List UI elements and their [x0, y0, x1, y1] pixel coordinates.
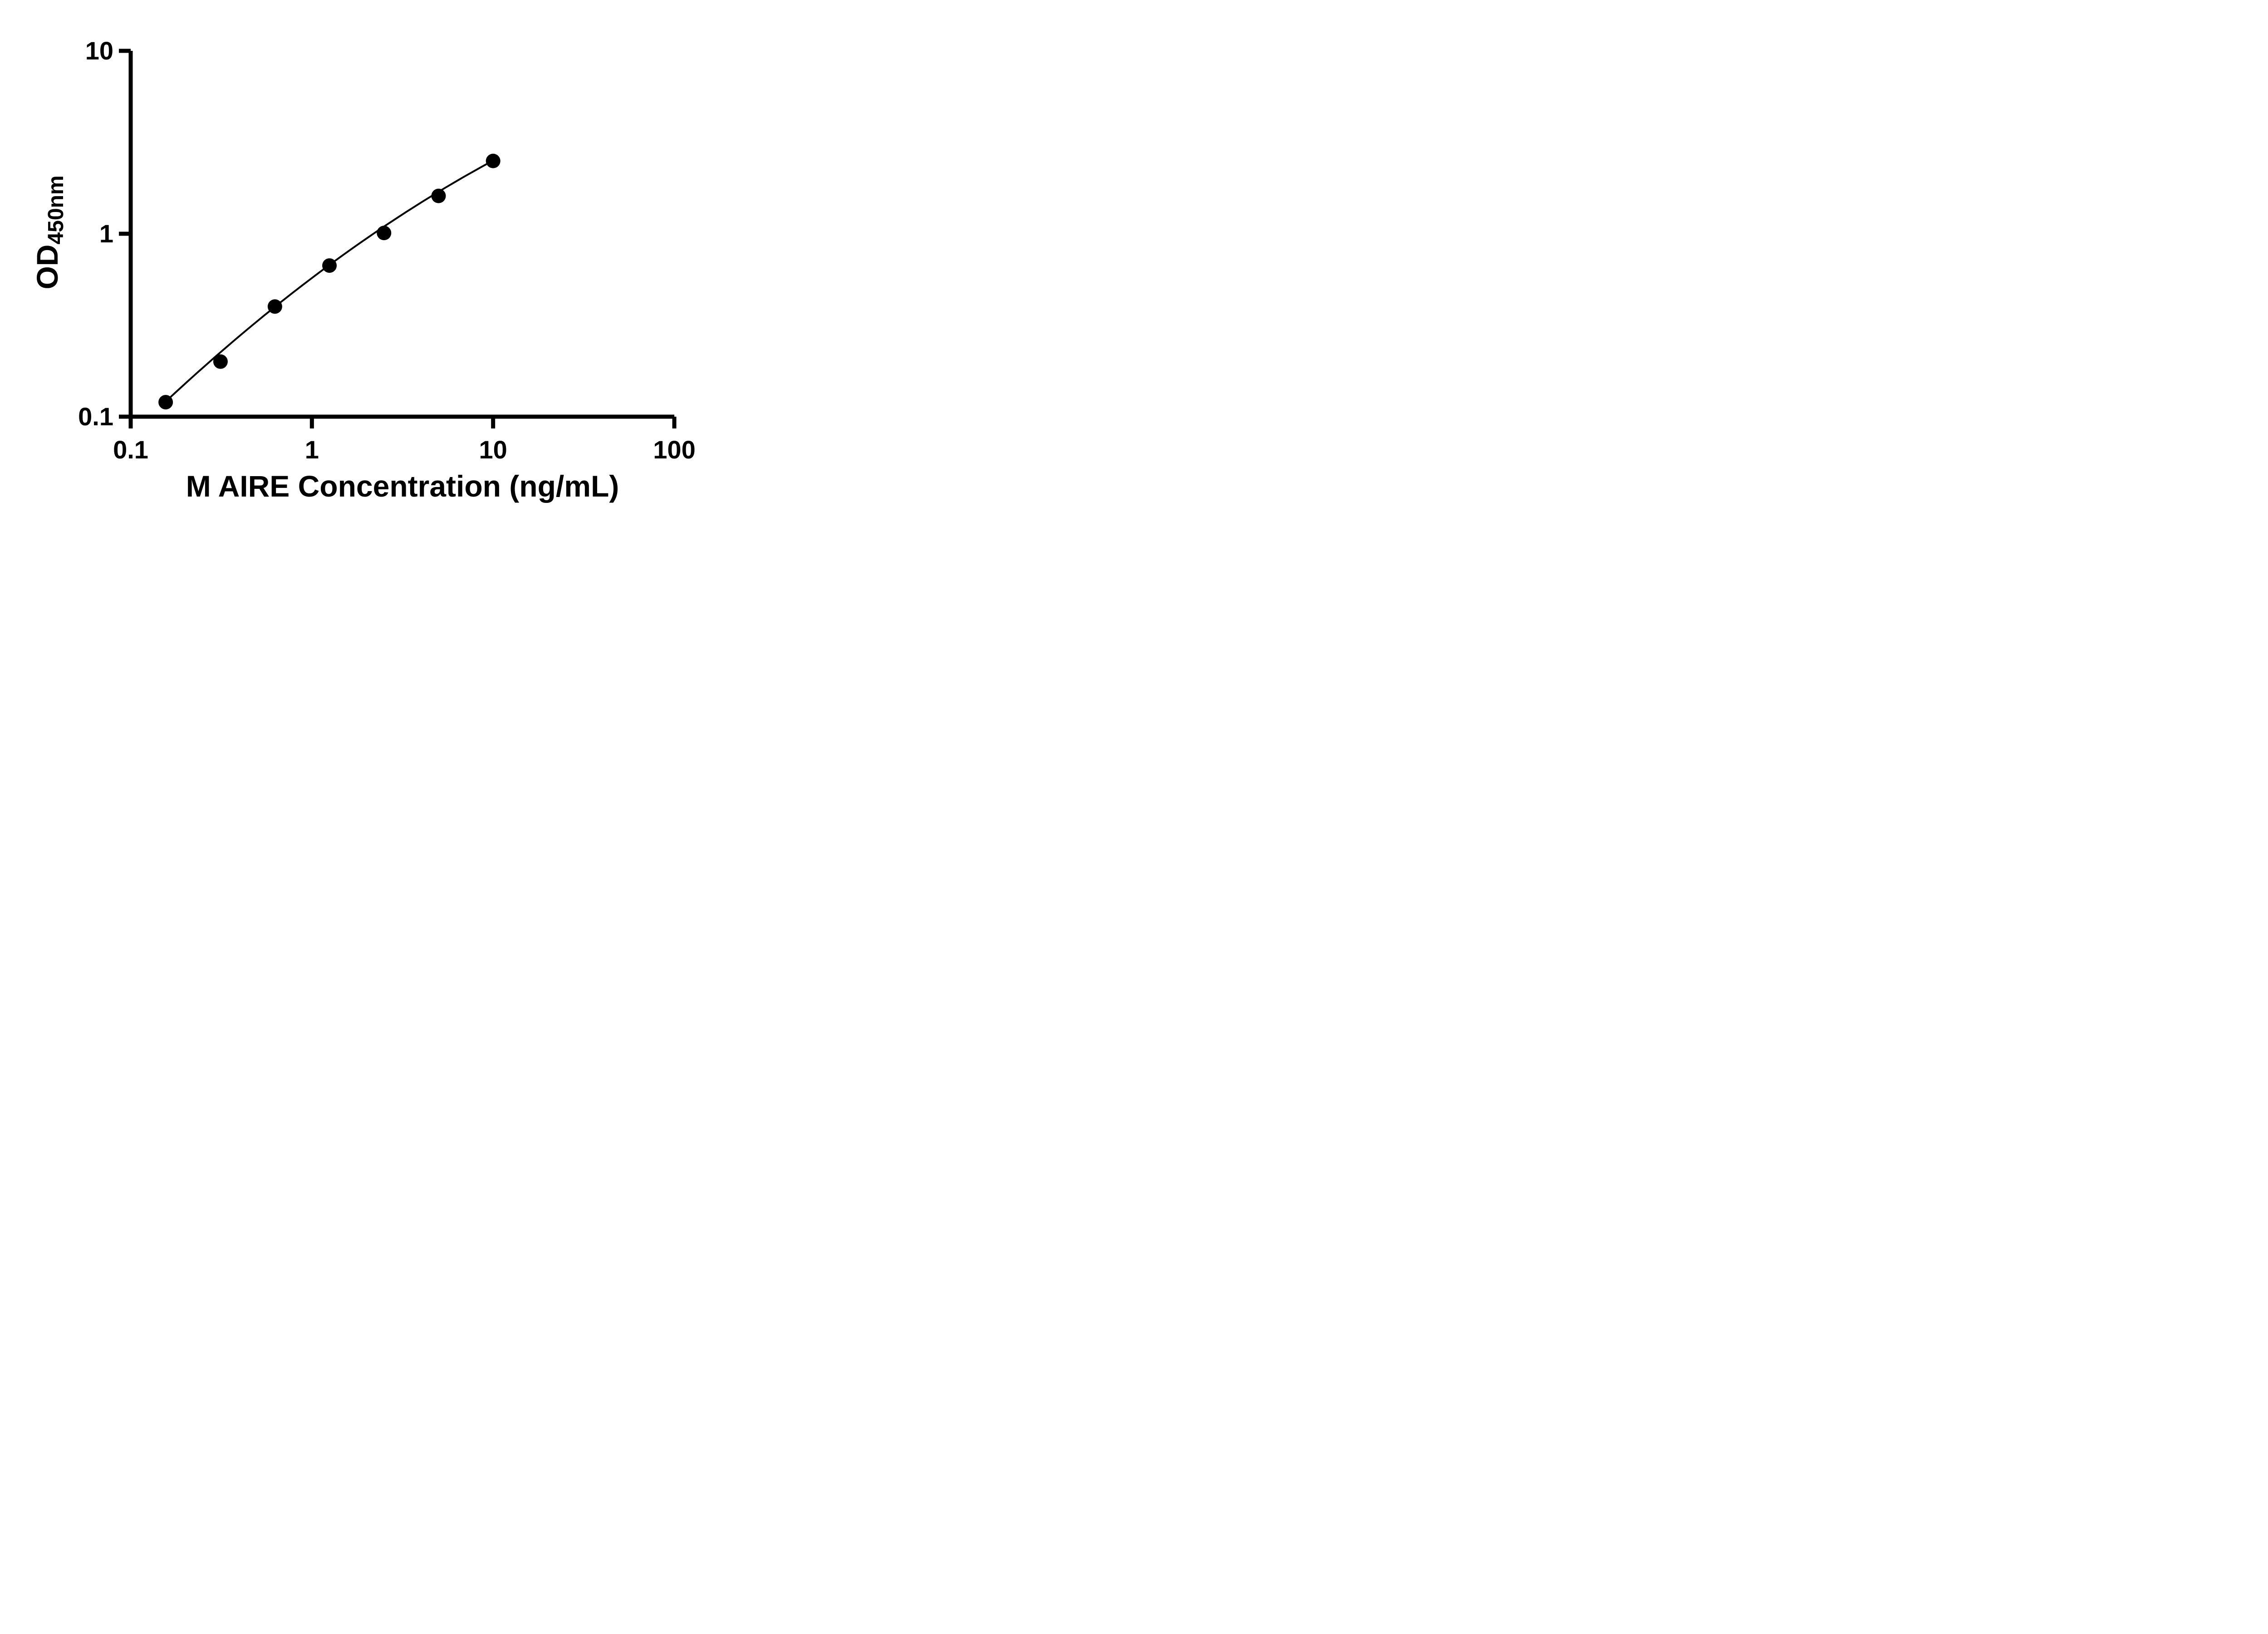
data-point: [158, 395, 173, 410]
x-tick-label: 100: [653, 435, 695, 464]
data-point: [486, 153, 501, 168]
y-axis-title: OD450nm: [30, 175, 68, 290]
y-tick-label: 10: [85, 36, 113, 65]
x-tick-label: 1: [305, 435, 319, 464]
x-tick-label: 0.1: [113, 435, 148, 464]
y-axis-title-main: OD: [30, 244, 64, 290]
data-point: [267, 299, 282, 314]
axes: [128, 51, 674, 419]
y-axis-title-subscript: 450nm: [44, 175, 68, 245]
standard-curve-chart: 0.1 1 10 100 0.1 1 10: [78, 36, 696, 464]
data-point: [431, 188, 446, 203]
y-tick-label: 1: [99, 219, 113, 248]
data-point: [322, 258, 337, 273]
standard-curve-figure: 0.1 1 10 100 0.1 1 10 M AIRE Concentration (ng…: [0, 0, 756, 545]
x-tick-label: 10: [479, 435, 507, 464]
data-point: [213, 354, 228, 369]
y-tick-label: 0.1: [78, 402, 113, 431]
x-axis-title: M AIRE Concentration (ng/mL): [186, 469, 619, 503]
data-point: [377, 226, 392, 241]
